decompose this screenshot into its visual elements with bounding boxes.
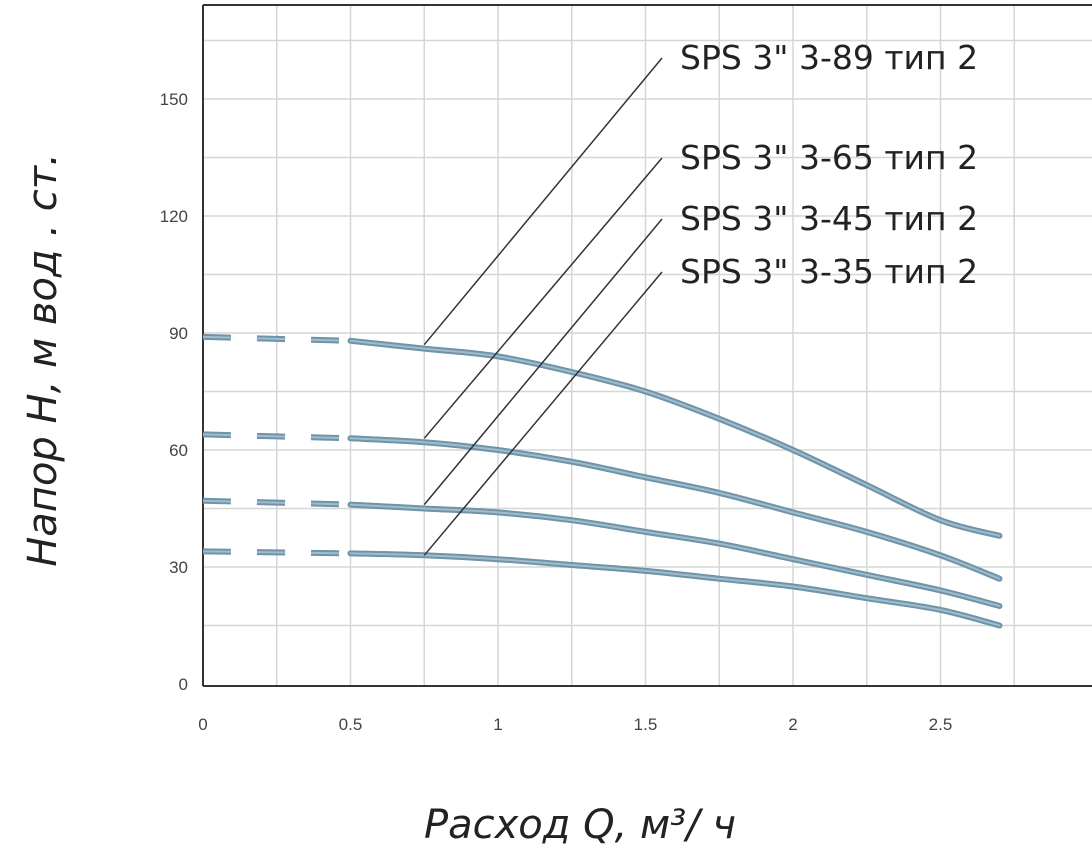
x-tick-label: 2 — [788, 715, 797, 734]
legend-leader-line — [423, 271, 663, 556]
y-tick-label: 150 — [160, 90, 188, 109]
legend-leader-line — [423, 157, 663, 439]
y-tick-labels: 0 30 60 90 120 150 — [160, 90, 188, 694]
series-curve-highlight — [349, 503, 1001, 607]
x-tick-label: 1 — [493, 715, 502, 734]
legend-leader-lines — [423, 57, 663, 556]
x-tick-labels: 0 0.5 1 1.5 2 2.5 — [198, 715, 952, 734]
series-curve-highlight — [349, 339, 1001, 537]
series-curve — [347, 550, 1003, 629]
y-tick-label: 0 — [179, 675, 188, 694]
series-dashed-highlight — [202, 433, 351, 440]
y-tick-label: 30 — [169, 558, 188, 577]
x-tick-label: 0.5 — [339, 715, 363, 734]
y-axis-label: Напор Н, м вод . ст. — [20, 153, 66, 567]
legend-leader-line — [423, 57, 663, 346]
legend-label: SPS 3" 3-65 тип 2 — [680, 138, 978, 177]
series-curve-highlight — [349, 437, 1001, 580]
series-curve — [347, 337, 1003, 539]
y-tick-label: 90 — [169, 324, 188, 343]
y-tick-label: 120 — [160, 207, 188, 226]
x-tick-label: 0 — [198, 715, 207, 734]
legend-label: SPS 3" 3-35 тип 2 — [680, 252, 978, 291]
x-tick-label: 2.5 — [929, 715, 953, 734]
legend: SPS 3" 3-89 тип 2 SPS 3" 3-65 тип 2 SPS 3"… — [680, 38, 978, 291]
grid — [203, 5, 1092, 686]
x-axis-label: Расход Q, м³/ ч — [424, 802, 736, 848]
series-dashed-highlight — [202, 335, 351, 342]
series-dashed-highlight — [202, 499, 351, 506]
x-tick-label: 1.5 — [634, 715, 658, 734]
y-tick-label: 60 — [169, 441, 188, 460]
legend-label: SPS 3" 3-45 тип 2 — [680, 199, 978, 238]
series-curves — [202, 333, 1003, 629]
legend-label: SPS 3" 3-89 тип 2 — [680, 38, 978, 77]
axes — [202, 4, 1092, 687]
series-dashed-highlight — [202, 550, 351, 555]
legend-leader-line — [423, 218, 663, 506]
series-curve-highlight — [349, 552, 1001, 627]
